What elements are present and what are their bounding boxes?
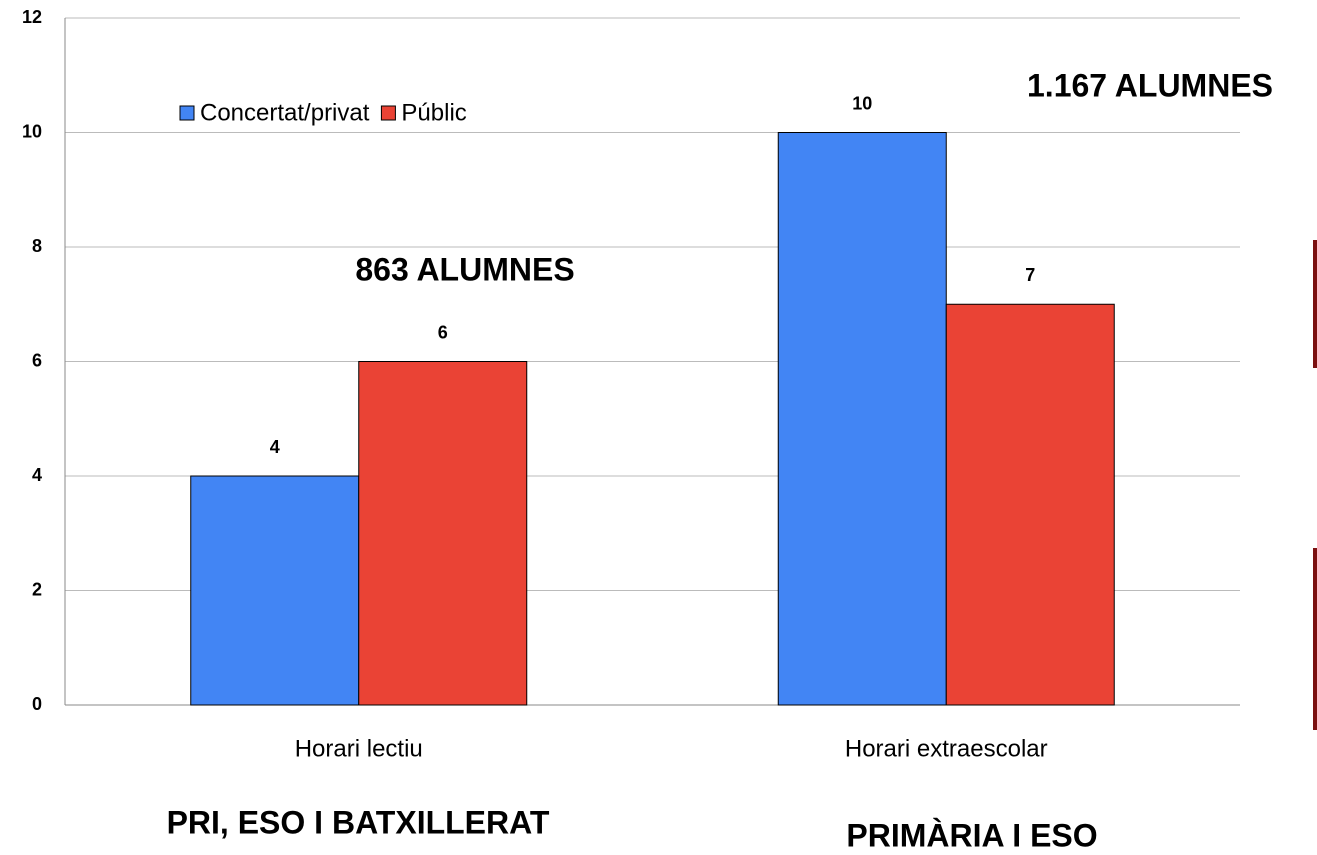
bar xyxy=(358,361,528,706)
annotation: 1.167 ALUMNES xyxy=(1027,67,1273,103)
legend-label: Concertat/privat xyxy=(200,99,370,126)
legend-label: Públic xyxy=(401,99,466,126)
legend-swatch xyxy=(380,105,396,121)
y-tick-label: 12 xyxy=(22,7,42,27)
annotation: PRIMÀRIA I ESO xyxy=(846,817,1097,853)
x-tick-label: Horari extraescolar xyxy=(845,735,1048,762)
value-label: 7 xyxy=(1025,265,1035,285)
bar xyxy=(190,475,360,706)
y-tick-label: 10 xyxy=(22,121,42,141)
annotation: PRI, ESO I BATXILLERAT xyxy=(167,804,550,840)
legend-swatch xyxy=(179,105,195,121)
y-tick-label: 0 xyxy=(32,694,42,714)
value-label: 6 xyxy=(438,322,448,342)
value-label: 10 xyxy=(852,93,872,113)
y-tick-label: 8 xyxy=(32,236,42,256)
bar xyxy=(945,303,1115,706)
y-tick-label: 6 xyxy=(32,350,42,370)
y-tick-label: 2 xyxy=(32,579,42,599)
value-label: 4 xyxy=(270,437,280,457)
y-tick-label: 4 xyxy=(32,465,42,485)
annotation: 863 ALUMNES xyxy=(355,251,574,287)
bar xyxy=(777,132,947,706)
x-tick-label: Horari lectiu xyxy=(295,735,423,762)
